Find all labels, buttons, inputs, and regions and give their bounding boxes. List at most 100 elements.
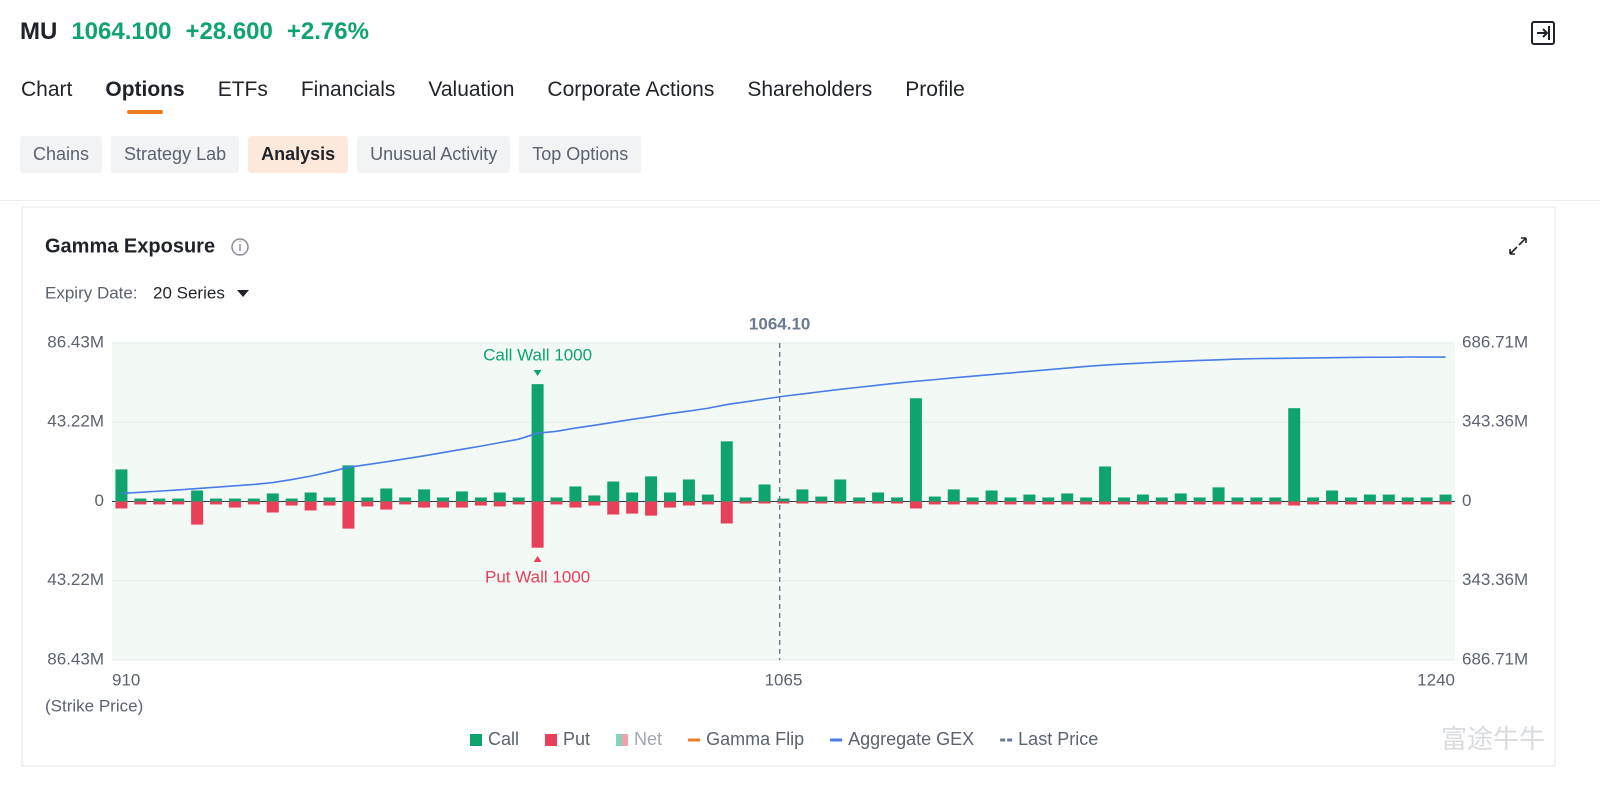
tab[interactable]: ETFs [217,78,268,101]
bar [872,492,885,502]
bar [909,501,922,509]
bar [1288,501,1301,506]
subtabs: Chains Strategy Lab Analysis Unusual Activi… [20,136,642,173]
bar [1439,494,1452,502]
bar [474,501,487,506]
bar [588,501,601,506]
bar [966,497,979,502]
bar [607,481,620,502]
tab[interactable]: Chart [21,78,73,101]
bar [228,498,241,502]
bar [1231,497,1244,502]
bar [645,501,658,516]
tab[interactable]: Shareholders [747,78,873,101]
x-tick-label: 910 [112,670,140,689]
bar [796,489,809,502]
bar [550,501,563,505]
tab[interactable]: Corporate Actions [547,78,715,101]
bar [247,498,260,502]
expand-icon[interactable] [1509,237,1527,255]
bar [1401,497,1414,502]
tab[interactable]: Valuation [428,78,515,101]
bar [701,494,714,502]
bar [455,491,468,502]
bar [134,501,147,505]
collapse-icon[interactable] [1531,21,1555,45]
bar [947,501,960,505]
legend-label[interactable]: Call [488,729,519,749]
bar [1326,501,1339,505]
tab[interactable]: Financials [300,78,396,101]
bar [1174,501,1187,505]
bar [493,501,506,507]
bar [512,497,525,502]
legend-label[interactable]: Put [563,729,590,749]
bar [607,501,620,515]
legend-label[interactable]: Aggregate GEX [848,729,974,749]
bar [1382,501,1395,505]
bar [834,479,847,502]
last-price-label: 1064.10 [749,314,810,333]
bar [1212,487,1225,502]
bar [380,501,393,510]
bar [853,501,866,504]
bar [909,398,922,502]
info-icon[interactable] [231,238,249,256]
bar [682,501,695,506]
symbol: MU [20,18,58,45]
bar [1401,501,1414,505]
bar [153,498,166,502]
legend-swatch [616,734,623,746]
watermark: 富途牛牛 [1441,724,1545,754]
bar [361,501,374,507]
subtab[interactable]: Unusual Activity [357,136,511,173]
bar [399,497,412,502]
bar [1004,501,1017,505]
legend-swatch [622,734,629,746]
bar [777,498,790,502]
bar [550,497,563,502]
bar [304,501,317,511]
bar [966,501,979,505]
tab[interactable]: Options [105,78,185,114]
bar [323,497,336,502]
bar [777,501,790,504]
y2-tick-label: 0 [1462,491,1471,510]
bar [758,484,771,502]
legend-label[interactable]: Gamma Flip [706,729,804,749]
bar [1155,497,1168,502]
y-tick-label: 86.43M [47,332,104,351]
quote-header: MU 1064.100 +28.600 +2.76% [20,18,369,46]
aggregate-line [121,356,1446,495]
y-tick-label: 0 [95,491,104,510]
bar [853,497,866,502]
legend-label[interactable]: Net [634,729,662,749]
y2-tick-label: 686.71M [1462,332,1528,351]
bar [1136,494,1149,502]
bar [1155,501,1168,505]
subtab[interactable]: Analysis [248,136,349,173]
separator [0,200,1600,201]
bar [569,501,582,508]
bar [1042,497,1055,502]
subtab[interactable]: Chains [20,136,103,173]
bar [266,493,279,502]
bar [399,501,412,505]
bar [1382,494,1395,502]
tab[interactable]: Profile [905,78,965,101]
legend-label[interactable]: Last Price [1018,729,1098,749]
subtab[interactable]: Top Options [519,136,642,173]
bar [512,501,525,505]
expiry-value[interactable]: 20 Series [153,283,225,302]
collapse-arrow [1537,26,1550,40]
bar [1174,493,1187,502]
bar [1099,466,1112,502]
subtab[interactable]: Strategy Lab [111,136,240,173]
chart-title: Gamma Exposure [45,235,215,257]
bar [418,501,431,508]
bar [682,479,695,502]
y-tick-label: 86.43M [47,649,104,668]
bar [1023,494,1036,502]
bar [569,486,582,502]
